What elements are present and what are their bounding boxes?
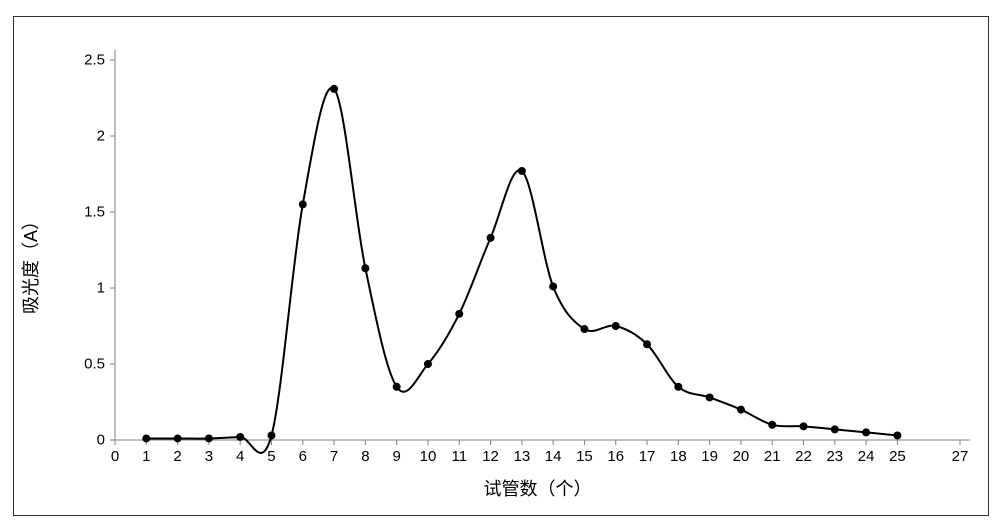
y-axis-label: 吸光度（A） xyxy=(17,188,43,338)
series-marker xyxy=(267,431,275,439)
series-marker xyxy=(142,434,150,442)
y-tick-label: 0 xyxy=(97,432,105,449)
series-marker xyxy=(487,234,495,242)
x-tick-label: 27 xyxy=(952,448,969,465)
series-marker xyxy=(361,264,369,272)
series-marker xyxy=(424,360,432,368)
series-marker xyxy=(518,167,526,175)
series-marker xyxy=(893,431,901,439)
x-tick-label: 1 xyxy=(142,448,150,465)
series-line xyxy=(146,88,897,453)
x-tick-label: 8 xyxy=(361,448,369,465)
x-tick-label: 23 xyxy=(826,448,843,465)
y-tick-label: 2.5 xyxy=(84,52,105,69)
x-tick-label: 0 xyxy=(111,448,119,465)
y-tick-label: 0.5 xyxy=(84,356,105,373)
series-marker xyxy=(205,434,213,442)
series-marker xyxy=(768,421,776,429)
series-marker xyxy=(831,425,839,433)
x-tick-label: 4 xyxy=(236,448,244,465)
x-tick-label: 14 xyxy=(545,448,562,465)
x-tick-label: 17 xyxy=(639,448,656,465)
x-tick-label: 3 xyxy=(205,448,213,465)
x-tick-label: 6 xyxy=(299,448,307,465)
x-tick-label: 16 xyxy=(607,448,624,465)
y-tick-label: 2 xyxy=(97,128,105,145)
series-marker xyxy=(800,422,808,430)
series-marker xyxy=(706,393,714,401)
series-marker xyxy=(174,434,182,442)
series-marker xyxy=(299,200,307,208)
x-tick-label: 25 xyxy=(889,448,906,465)
x-tick-label: 15 xyxy=(576,448,593,465)
x-tick-label: 22 xyxy=(795,448,812,465)
series-marker xyxy=(612,322,620,330)
series-marker xyxy=(455,310,463,318)
x-tick-label: 5 xyxy=(267,448,275,465)
x-tick-label: 21 xyxy=(764,448,781,465)
series-marker xyxy=(549,282,557,290)
y-tick-label: 1 xyxy=(97,280,105,297)
x-axis-label: 试管数（个） xyxy=(463,475,613,501)
series-marker xyxy=(580,325,588,333)
series-marker xyxy=(737,406,745,414)
series-marker xyxy=(393,383,401,391)
chart-container: 吸光度（A） 试管数（个） 00.511.522.501234567891011… xyxy=(0,0,1000,530)
series-marker xyxy=(330,85,338,93)
x-tick-label: 2 xyxy=(173,448,181,465)
x-tick-label: 12 xyxy=(482,448,499,465)
series-marker xyxy=(674,383,682,391)
x-tick-label: 10 xyxy=(420,448,437,465)
series-marker xyxy=(236,433,244,441)
y-tick-label: 1.5 xyxy=(84,204,105,221)
x-tick-label: 11 xyxy=(451,448,467,465)
x-tick-label: 24 xyxy=(858,448,875,465)
x-tick-label: 7 xyxy=(330,448,338,465)
series-marker xyxy=(862,428,870,436)
x-tick-label: 9 xyxy=(392,448,400,465)
x-tick-label: 18 xyxy=(670,448,687,465)
series-marker xyxy=(643,340,651,348)
x-tick-label: 19 xyxy=(701,448,718,465)
x-tick-label: 20 xyxy=(733,448,750,465)
x-tick-label: 13 xyxy=(514,448,531,465)
